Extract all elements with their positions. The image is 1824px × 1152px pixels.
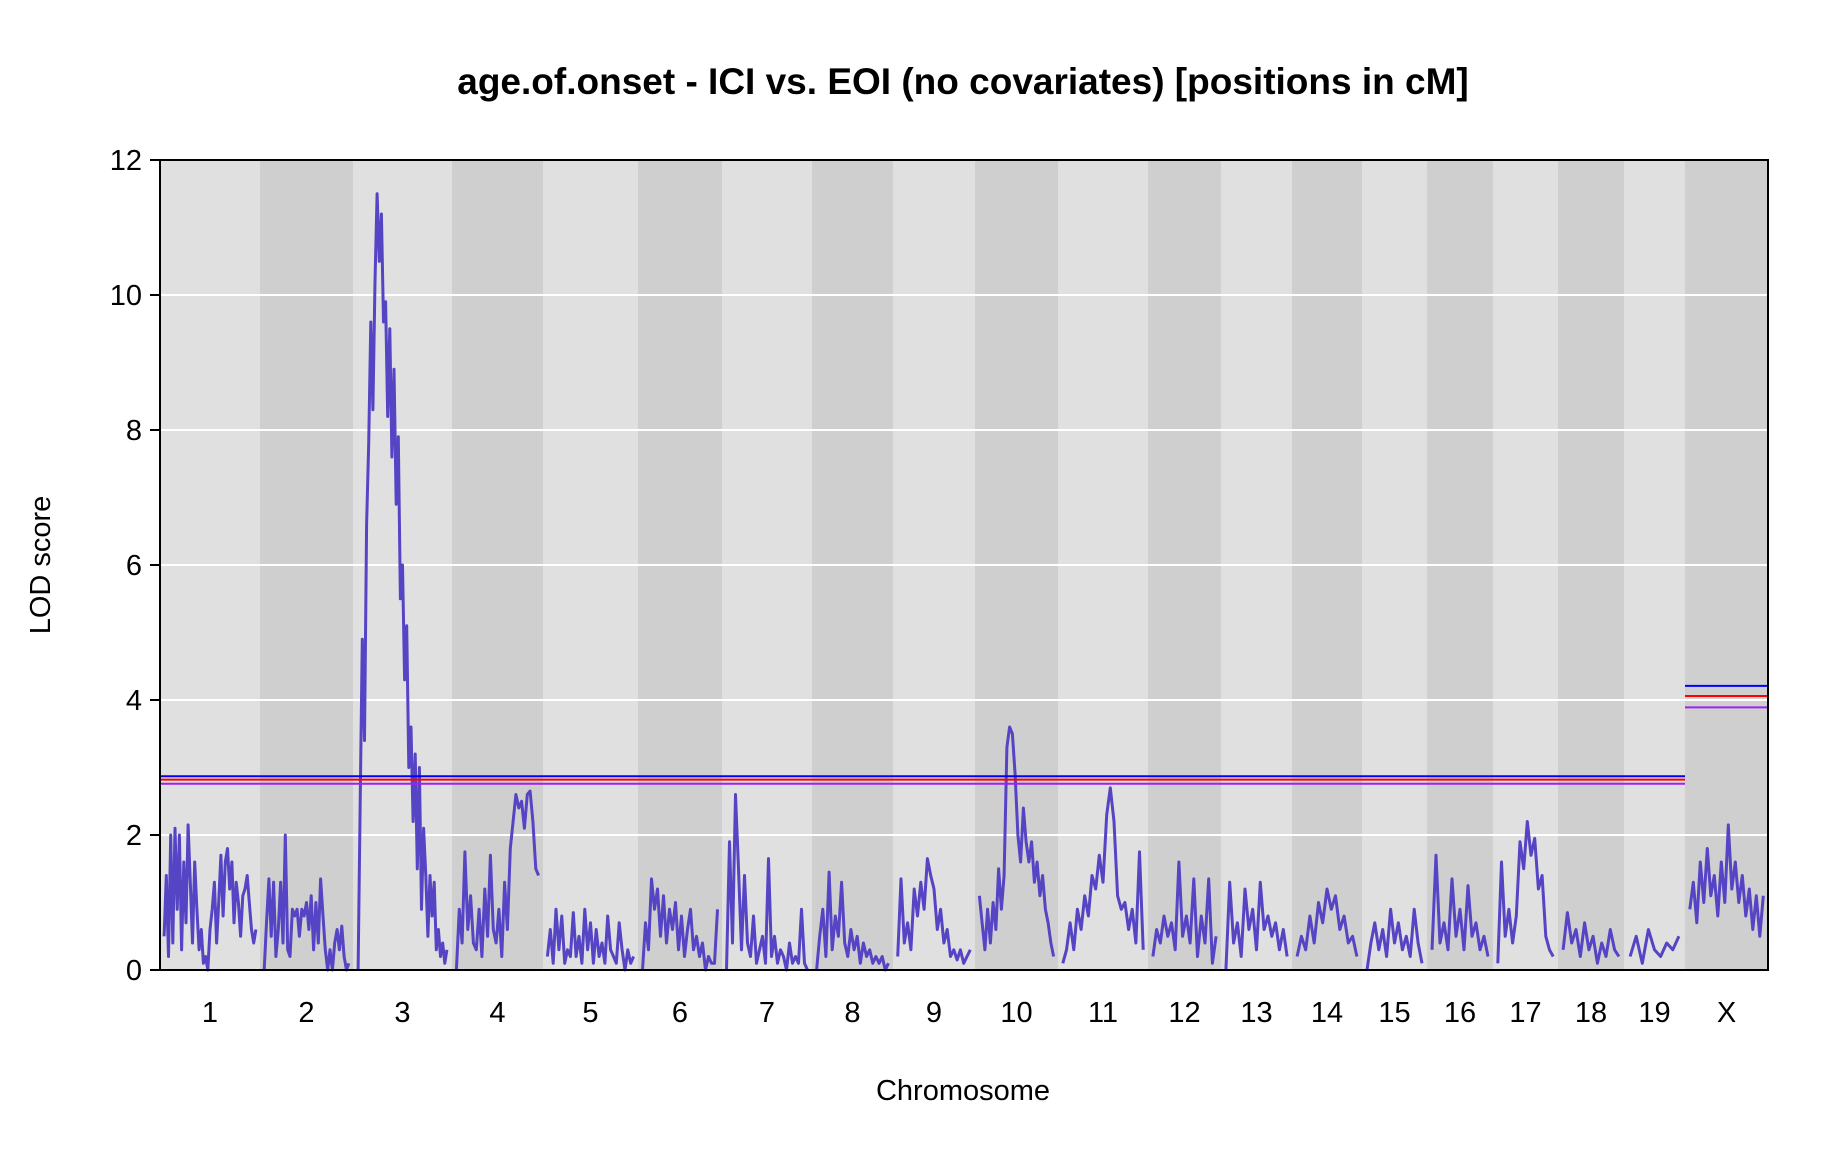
y-tick-label: 4 bbox=[126, 685, 142, 717]
lod-curve-chr-15 bbox=[1365, 907, 1424, 971]
lod-curve-chr-16 bbox=[1430, 853, 1490, 957]
y-tick-label: 0 bbox=[126, 955, 142, 987]
x-axis-ticks: 1 2 3 4 5 6 7 8 9 10 11 12 13 14 15 16 17 18 19 X bbox=[202, 997, 1736, 1029]
x-tick-label: 2 bbox=[298, 997, 314, 1029]
lod-curve-chr-X bbox=[1688, 823, 1765, 938]
x-tick-label: 16 bbox=[1444, 997, 1476, 1029]
lod-curve-chr-2 bbox=[262, 833, 351, 972]
lod-curve-chr-3 bbox=[356, 192, 449, 971]
x-tick-label: 7 bbox=[759, 997, 775, 1029]
x-tick-label: 14 bbox=[1311, 997, 1343, 1029]
lod-curve-chr-10 bbox=[977, 725, 1056, 957]
lod-curve-chr-19 bbox=[1628, 928, 1681, 965]
x-tick-label: 3 bbox=[394, 997, 410, 1029]
lod-curve-chr-14 bbox=[1295, 887, 1359, 957]
y-tick-label: 6 bbox=[126, 550, 142, 582]
x-axis-label: Chromosome bbox=[876, 1075, 1050, 1107]
x-tick-label: 17 bbox=[1509, 997, 1541, 1029]
x-tick-label: 10 bbox=[1000, 997, 1032, 1029]
lod-curve-chr-17 bbox=[1496, 820, 1555, 964]
y-axis-label: LOD score bbox=[25, 496, 57, 635]
y-tick-label: 2 bbox=[126, 820, 142, 852]
x-tick-label: 5 bbox=[582, 997, 598, 1029]
lod-curve-chr-18 bbox=[1561, 911, 1621, 965]
x-tick-label: 13 bbox=[1240, 997, 1272, 1029]
lod-curve-chr-4 bbox=[454, 789, 540, 971]
x-tick-label: 6 bbox=[672, 997, 688, 1029]
x-tick-label: 8 bbox=[844, 997, 860, 1029]
lod-profile bbox=[162, 192, 1765, 972]
x-tick-label: 18 bbox=[1575, 997, 1607, 1029]
lod-curve-chr-11 bbox=[1061, 786, 1145, 964]
y-tick-label: 8 bbox=[126, 415, 142, 447]
x-tick-label: 4 bbox=[489, 997, 505, 1029]
lod-curve-chr-6 bbox=[641, 877, 719, 972]
x-tick-label: 9 bbox=[926, 997, 942, 1029]
x-tick-label: 1 bbox=[202, 997, 218, 1029]
lod-curve-chr-5 bbox=[545, 907, 635, 972]
x-tick-label: 12 bbox=[1168, 997, 1200, 1029]
lod-curve-chr-8 bbox=[815, 870, 890, 972]
y-tick-label: 12 bbox=[110, 145, 142, 177]
chart-title: age.of.onset - ICI vs. EOI (no covariate… bbox=[457, 61, 1468, 102]
lod-curve-chr-12 bbox=[1151, 860, 1218, 965]
lod-curve-chr-13 bbox=[1224, 880, 1289, 971]
x-tick-label: 19 bbox=[1638, 997, 1670, 1029]
lod-curve-chr-9 bbox=[896, 857, 972, 965]
lod-curve-chr-1 bbox=[162, 823, 258, 972]
y-tick-label: 10 bbox=[110, 280, 142, 312]
threshold-lines bbox=[160, 684, 1768, 785]
x-tick-label: 11 bbox=[1088, 997, 1118, 1029]
y-axis-ticks: 0 2 4 6 8 10 12 bbox=[110, 145, 160, 987]
x-tick-label: X bbox=[1717, 997, 1736, 1029]
lod-curve-chr-7 bbox=[725, 793, 809, 972]
x-tick-label: 15 bbox=[1378, 997, 1410, 1029]
